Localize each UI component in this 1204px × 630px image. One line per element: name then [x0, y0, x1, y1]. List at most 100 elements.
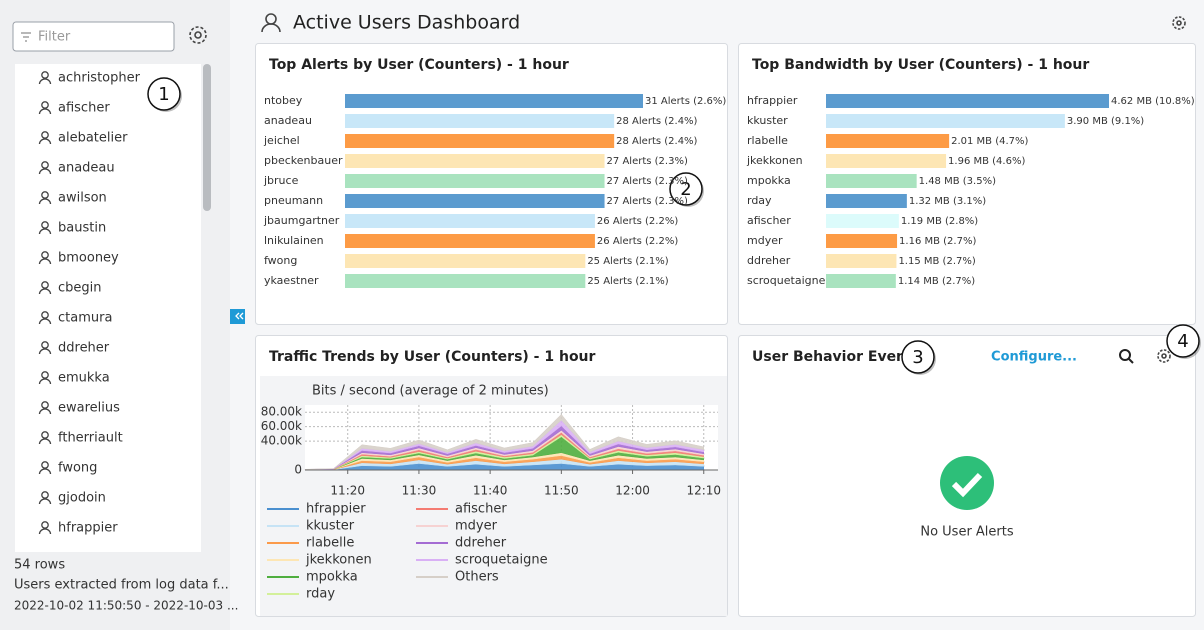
user-name[interactable]: gjodoin: [58, 491, 106, 506]
y-tick-label: 0: [294, 463, 302, 477]
bar-value-label: 3.90 MB (9.1%): [1067, 116, 1144, 127]
user-name[interactable]: ewarelius: [58, 401, 120, 416]
user-name[interactable]: anadeau: [58, 161, 115, 176]
callout-number: 3: [912, 347, 923, 368]
user-icon-head: [41, 101, 49, 109]
user-icon-body: [38, 288, 52, 295]
bar-label: hfrappier: [747, 94, 798, 107]
x-tick-label: 11:20: [330, 484, 365, 498]
bar-value-label: 1.15 MB (2.7%): [898, 256, 975, 267]
bar: [345, 154, 605, 168]
user-name[interactable]: afischer: [58, 101, 110, 116]
user-icon-head: [41, 131, 49, 139]
x-tick-label: 12:00: [615, 484, 650, 498]
legend-label: afischer: [455, 502, 507, 517]
callout-number: 2: [680, 179, 691, 200]
time-range: 2022-10-02 11:50:50 - 2022-10-03 ...: [14, 599, 238, 613]
collapse-icon: [235, 312, 244, 320]
bar: [345, 174, 605, 188]
configure-link[interactable]: Configure...: [991, 350, 1077, 365]
user-icon-head: [41, 281, 49, 289]
user-icon-head: [41, 161, 49, 169]
user-name[interactable]: ftherriault: [58, 431, 123, 446]
bar-label: pbeckenbauer: [264, 154, 343, 167]
user-name[interactable]: alebatelier: [58, 131, 128, 146]
bar: [826, 174, 917, 188]
user-icon-body: [38, 198, 52, 205]
filter-input[interactable]: [12, 21, 175, 52]
bar-label: scroquetaigne: [747, 274, 826, 287]
bar-value-label: 27 Alerts (2.3%): [607, 196, 688, 207]
bar: [345, 194, 605, 208]
bar-value-label: 31 Alerts (2.6%): [645, 96, 726, 107]
user-icon-head: [41, 371, 49, 379]
user-icon-body: [38, 138, 52, 145]
user-name[interactable]: fwong: [58, 461, 97, 476]
callout: [147, 77, 181, 111]
panel-title: User Behavior Events: [752, 349, 921, 365]
bar: [345, 274, 586, 288]
legend-label: jkekkonen: [305, 553, 372, 568]
search-button[interactable]: [1119, 349, 1134, 364]
y-tick-label: 80.00k: [261, 405, 302, 419]
user-list-items: achristopher afischer alebatelier anadeau aw…: [38, 71, 141, 536]
user-name[interactable]: achristopher: [58, 71, 141, 86]
user-list: [15, 64, 201, 552]
bar-label: afischer: [747, 214, 791, 227]
bar-label: lnikulainen: [264, 234, 324, 247]
bar: [826, 134, 950, 148]
bar-label: ddreher: [747, 254, 791, 267]
bar-label: jbaumgartner: [263, 214, 340, 227]
bar-value-label: 27 Alerts (2.3%): [607, 156, 688, 167]
user-name[interactable]: hfrappier: [58, 521, 118, 536]
page-settings[interactable]: [1172, 16, 1186, 30]
bar-label: rday: [747, 194, 772, 207]
user-name[interactable]: awilson: [58, 191, 107, 206]
bar-value-label: 4.62 MB (10.8%): [1111, 96, 1195, 107]
user-icon-head: [41, 491, 49, 499]
user-icon-head: [41, 431, 49, 439]
legend-label: mpokka: [306, 570, 358, 585]
bar-value-label: 28 Alerts (2.4%): [616, 116, 697, 127]
collapse-button[interactable]: [230, 309, 245, 324]
bar: [826, 114, 1065, 128]
user-icon-head: [41, 461, 49, 469]
panel-title: Top Alerts by User (Counters) - 1 hour: [269, 57, 569, 73]
bar-value-label: 1.32 MB (3.1%): [909, 196, 986, 207]
user-icon-head: [41, 401, 49, 409]
user-name[interactable]: bmooney: [58, 251, 119, 266]
bar: [345, 254, 586, 268]
bar-label: jkekkonen: [746, 154, 803, 167]
bar: [345, 234, 595, 248]
panel-settings[interactable]: [1157, 349, 1171, 363]
description: Users extracted from log data f...: [14, 578, 229, 593]
user-name[interactable]: ctamura: [58, 311, 112, 326]
callout-number: 4: [1177, 331, 1188, 352]
bar: [826, 254, 897, 268]
bar-label: jeichel: [263, 134, 300, 147]
user-icon-body: [38, 438, 52, 445]
user-name[interactable]: baustin: [58, 221, 106, 236]
legend-label: rlabelle: [306, 536, 354, 551]
bar-label: jbruce: [263, 174, 299, 187]
legend-label: rday: [306, 587, 335, 602]
bar-value-label: 26 Alerts (2.2%): [597, 236, 678, 247]
bar: [826, 94, 1109, 108]
callout: [669, 172, 703, 206]
bar-value-label: 27 Alerts (2.3%): [607, 176, 688, 187]
user-name[interactable]: ddreher: [58, 341, 110, 356]
user-name[interactable]: cbegin: [58, 281, 102, 296]
filter-placeholder: Filter: [38, 30, 71, 45]
bar: [345, 94, 643, 108]
bar: [345, 134, 615, 148]
user-icon-body: [38, 468, 52, 475]
user-name[interactable]: emukka: [58, 371, 110, 386]
callout: [1166, 324, 1200, 358]
bar-label: rlabelle: [747, 134, 788, 147]
user-icon-head: [41, 221, 49, 229]
scrollbar[interactable]: [203, 64, 211, 211]
sidebar-settings[interactable]: [189, 26, 207, 44]
panel-title: Traffic Trends by User (Counters) - 1 ho…: [269, 349, 596, 365]
